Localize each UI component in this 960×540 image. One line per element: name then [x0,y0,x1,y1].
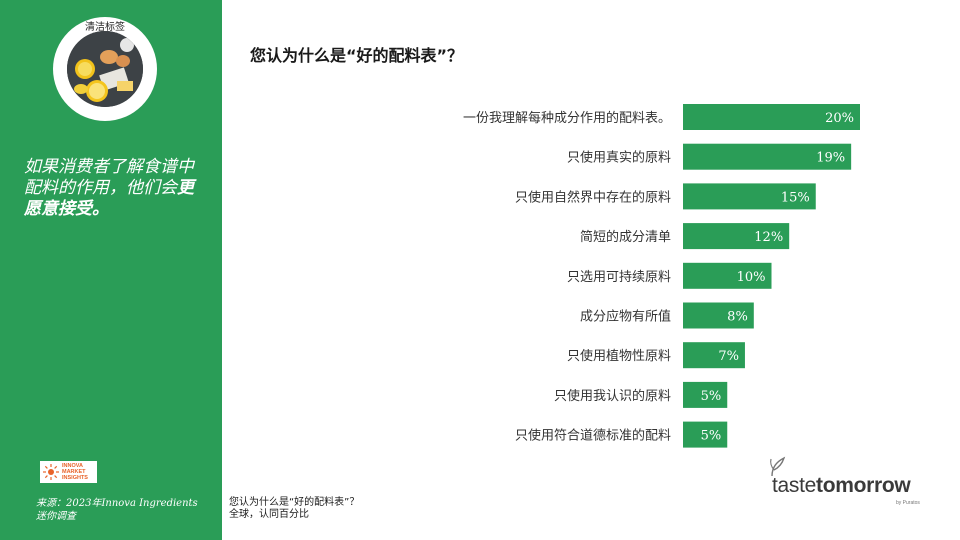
category-label: 只选用可持续原料 [567,270,671,285]
bar [683,302,754,329]
sidebar-headline-emphasis: 更愿意接受。 [24,178,194,219]
bar [683,421,728,448]
sidebar: 清洁标签 如果消费者了解食谱中配料的作用，他们会更愿意接受。 INNOVA MA… [0,0,222,540]
bar-value-label: 5% [701,429,722,444]
page-title: 您认为什么是“好的配料表”？ [250,46,464,65]
bar-value-label: 12% [754,230,783,245]
innova-sunburst-icon [43,464,59,480]
footnote: 您认为什么是“好的配料表”？ 全球，认同百分比 [229,497,360,520]
bar [683,262,772,289]
category-label: 只使用真实的原料 [567,150,671,166]
brand-sprout-icon [770,456,786,477]
bar-value-label: 5% [701,389,722,404]
bar [683,342,745,369]
ingredients-illustration [67,31,143,107]
bar [683,223,790,250]
bar-value-label: 7% [718,349,739,364]
bar-value-label: 19% [816,151,845,166]
clean-label-badge: 清洁标签 [53,17,157,121]
category-label: 只使用我认识的原料 [554,388,671,404]
sidebar-headline-text: 如果消费者了解食谱中配料的作用，他们会 [24,157,194,198]
bar [683,143,852,170]
category-label: 只使用符合道德标准的配料 [515,428,671,444]
bar-value-label: 10% [737,270,766,285]
category-label: 一份我理解每种成分作用的配料表。 [463,110,671,126]
bar [683,104,860,130]
category-label: 简短的成分清单 [580,229,671,245]
bar-value-label: 15% [781,190,810,205]
brand-name: tastetomorrow [772,474,911,497]
category-label: 只使用自然界中存在的原料 [515,189,671,205]
sidebar-headline: 如果消费者了解食谱中配料的作用，他们会更愿意接受。 [24,157,209,220]
category-label: 成分应物有所值 [580,309,671,325]
clean-label-tag: 清洁标签 [85,22,125,33]
bar [683,381,728,408]
brand-subtitle: by Puratos [896,500,920,506]
innova-logo: INNOVA MARKET INSIGHTS [40,461,97,483]
bar-value-label: 8% [727,310,748,325]
bar [683,183,816,210]
category-label: 只使用植物性原料 [567,348,671,364]
bar-value-label: 20% [825,111,854,126]
ingredients-photo [67,31,143,107]
innova-logo-text: INNOVA MARKET INSIGHTS [62,463,88,481]
tastetomorrow-logo: tastetomorrow by Puratos [768,456,938,510]
source-note: 来源：2023年Innova Ingredients 迷你调查 [36,498,198,522]
